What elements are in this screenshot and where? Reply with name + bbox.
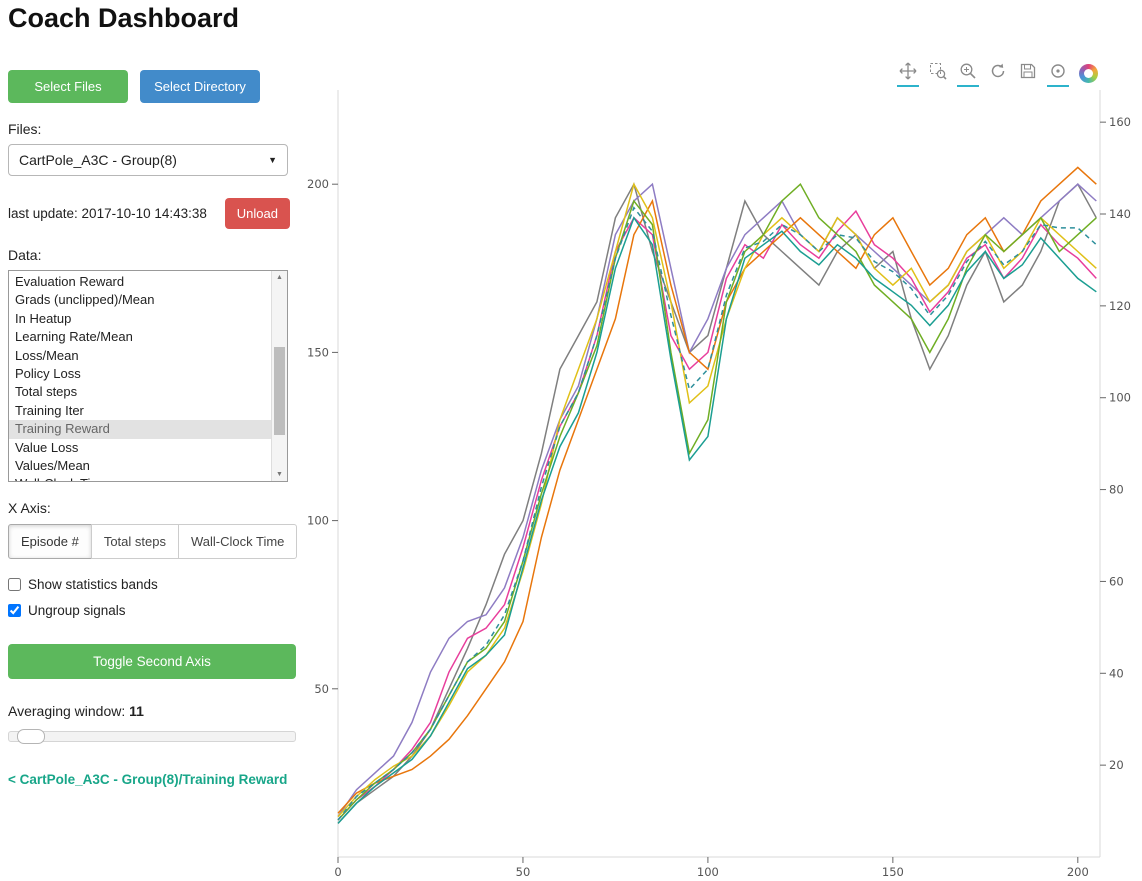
xaxis-option-total-steps[interactable]: Total steps bbox=[90, 524, 179, 559]
svg-text:150: 150 bbox=[307, 345, 329, 359]
xaxis-label: X Axis: bbox=[8, 500, 51, 516]
svg-text:120: 120 bbox=[1109, 299, 1131, 313]
reset-tool[interactable] bbox=[987, 59, 1009, 87]
toggle-second-axis-button[interactable]: Toggle Second Axis bbox=[8, 644, 296, 679]
svg-text:50: 50 bbox=[314, 682, 329, 696]
hover-tool[interactable] bbox=[1047, 59, 1069, 87]
chevron-down-icon: ▼ bbox=[268, 155, 277, 165]
pan-icon bbox=[899, 62, 917, 80]
files-label: Files: bbox=[8, 121, 42, 137]
xaxis-option-wall-clock[interactable]: Wall-Clock Time bbox=[177, 524, 298, 559]
averaging-window-label: Averaging window: bbox=[8, 703, 126, 719]
data-listbox[interactable]: Evaluation Reward Grads (unclipped)/Mean… bbox=[8, 270, 288, 482]
list-item[interactable]: Training Reward bbox=[9, 420, 287, 439]
svg-text:200: 200 bbox=[1067, 865, 1089, 879]
svg-text:150: 150 bbox=[882, 865, 904, 879]
plot-area[interactable]: 50 100 150 200 20 40 60 80 100 120 140 160 0 50 100 150… bbox=[300, 55, 1142, 881]
list-item[interactable]: Learning Rate/Mean bbox=[15, 329, 133, 345]
averaging-window-value: 11 bbox=[129, 703, 144, 719]
list-item[interactable]: Values/Mean bbox=[15, 458, 90, 474]
svg-text:140: 140 bbox=[1109, 207, 1131, 221]
svg-text:160: 160 bbox=[1109, 115, 1131, 129]
bokeh-logo[interactable] bbox=[1079, 63, 1098, 83]
svg-text:100: 100 bbox=[697, 865, 719, 879]
select-directory-button[interactable]: Select Directory bbox=[140, 70, 260, 103]
save-icon bbox=[1020, 63, 1036, 79]
averaging-slider[interactable] bbox=[8, 729, 296, 744]
xaxis-option-episode[interactable]: Episode # bbox=[8, 524, 92, 559]
hover-icon bbox=[1051, 64, 1065, 78]
save-tool[interactable] bbox=[1017, 59, 1039, 87]
list-item[interactable]: Loss/Mean bbox=[15, 347, 79, 363]
svg-text:100: 100 bbox=[1109, 391, 1131, 405]
wheel-zoom-icon bbox=[960, 63, 976, 79]
list-item[interactable]: Wall-Clock Time bbox=[9, 475, 287, 481]
scrollbar-thumb[interactable] bbox=[274, 346, 285, 435]
breadcrumb-link[interactable]: < CartPole_A3C - Group(8)/Training Rewar… bbox=[8, 772, 288, 787]
select-files-button[interactable]: Select Files bbox=[8, 70, 128, 103]
data-label: Data: bbox=[8, 247, 42, 263]
list-item[interactable]: Evaluation Reward bbox=[15, 274, 125, 289]
list-item[interactable]: Policy Loss bbox=[15, 366, 81, 382]
scroll-up-icon[interactable]: ▲ bbox=[276, 274, 283, 281]
sidebar: Select Files Select Directory Files: Car… bbox=[8, 66, 300, 787]
ungroup-checkbox[interactable] bbox=[8, 604, 21, 617]
box-zoom-icon bbox=[930, 63, 947, 80]
list-item[interactable]: Training Iter bbox=[15, 402, 84, 418]
svg-text:20: 20 bbox=[1109, 758, 1124, 772]
ungroup-label: Ungroup signals bbox=[28, 603, 126, 618]
list-item[interactable]: Value Loss bbox=[15, 439, 79, 455]
pan-tool[interactable] bbox=[897, 59, 919, 87]
wheel-zoom-tool[interactable] bbox=[957, 59, 979, 87]
list-item[interactable]: In Heatup bbox=[15, 310, 72, 326]
box-zoom-tool[interactable] bbox=[927, 59, 949, 87]
svg-text:200: 200 bbox=[307, 177, 329, 191]
svg-text:50: 50 bbox=[516, 865, 531, 879]
last-update-text: last update: 2017-10-10 14:43:38 bbox=[8, 206, 207, 221]
svg-text:40: 40 bbox=[1109, 666, 1124, 680]
list-item[interactable]: Grads (unclipped)/Mean bbox=[15, 292, 155, 308]
svg-text:100: 100 bbox=[307, 514, 329, 528]
page-title: Coach Dashboard bbox=[8, 3, 240, 33]
files-select[interactable]: CartPole_A3C - Group(8) ▼ bbox=[8, 144, 288, 176]
list-item[interactable]: Total steps bbox=[15, 384, 78, 400]
averaging-slider-handle[interactable] bbox=[17, 729, 45, 744]
unload-button[interactable]: Unload bbox=[224, 198, 290, 229]
svg-text:60: 60 bbox=[1109, 574, 1124, 588]
scroll-down-icon[interactable]: ▼ bbox=[276, 471, 283, 478]
show-bands-label: Show statistics bands bbox=[28, 577, 158, 592]
list-scrollbar[interactable]: ▲ ▼ bbox=[271, 271, 287, 481]
chart-panel: 50 100 150 200 20 40 60 80 100 120 140 160 0 50 100 150… bbox=[300, 55, 1142, 881]
reset-icon bbox=[991, 63, 1005, 78]
xaxis-button-group: Episode # Total steps Wall-Clock Time bbox=[8, 524, 300, 559]
show-bands-checkbox[interactable] bbox=[8, 578, 21, 591]
svg-text:0: 0 bbox=[334, 865, 341, 879]
svg-text:80: 80 bbox=[1109, 483, 1124, 497]
files-select-value: CartPole_A3C - Group(8) bbox=[19, 152, 177, 168]
plot-toolbar bbox=[897, 59, 1098, 87]
